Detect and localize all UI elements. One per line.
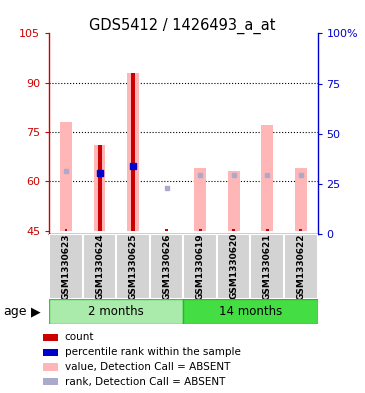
Bar [127, 73, 139, 231]
Bar [83, 234, 116, 299]
Bar [232, 229, 235, 231]
Text: GSM1330625: GSM1330625 [128, 233, 138, 299]
Bar [43, 364, 58, 371]
Text: count: count [65, 332, 94, 342]
Text: ▶: ▶ [31, 305, 41, 318]
Bar [217, 234, 250, 299]
Bar [43, 349, 58, 356]
Bar [131, 73, 135, 231]
Bar [150, 234, 184, 299]
Text: rank, Detection Call = ABSENT: rank, Detection Call = ABSENT [65, 377, 225, 387]
Text: GSM1330621: GSM1330621 [263, 233, 272, 299]
Bar [266, 229, 269, 231]
Bar [228, 171, 239, 231]
Text: GDS5412 / 1426493_a_at: GDS5412 / 1426493_a_at [89, 18, 276, 34]
Bar [284, 234, 318, 299]
Bar [194, 168, 206, 231]
Bar [94, 145, 105, 231]
Text: GSM1330623: GSM1330623 [62, 233, 70, 299]
Bar [97, 145, 101, 231]
Bar [165, 229, 168, 231]
Bar [295, 168, 307, 231]
Bar [49, 234, 83, 299]
Bar [250, 234, 284, 299]
Text: percentile rank within the sample: percentile rank within the sample [65, 347, 241, 357]
Bar [65, 229, 68, 231]
Bar [299, 229, 302, 231]
Bar [60, 122, 72, 231]
Bar [116, 234, 150, 299]
Text: age: age [4, 305, 27, 318]
Bar [199, 229, 201, 231]
Text: value, Detection Call = ABSENT: value, Detection Call = ABSENT [65, 362, 230, 372]
Text: GSM1330624: GSM1330624 [95, 233, 104, 299]
Text: GSM1330622: GSM1330622 [296, 233, 305, 299]
Bar [183, 299, 318, 324]
Text: GSM1330619: GSM1330619 [196, 233, 205, 299]
Bar [49, 299, 183, 324]
Bar [183, 234, 217, 299]
Bar [261, 125, 273, 231]
Text: 2 months: 2 months [88, 305, 144, 318]
Text: 14 months: 14 months [219, 305, 282, 318]
Text: GSM1330626: GSM1330626 [162, 233, 171, 299]
Bar [43, 334, 58, 341]
Bar [43, 378, 58, 385]
Text: GSM1330620: GSM1330620 [229, 233, 238, 299]
